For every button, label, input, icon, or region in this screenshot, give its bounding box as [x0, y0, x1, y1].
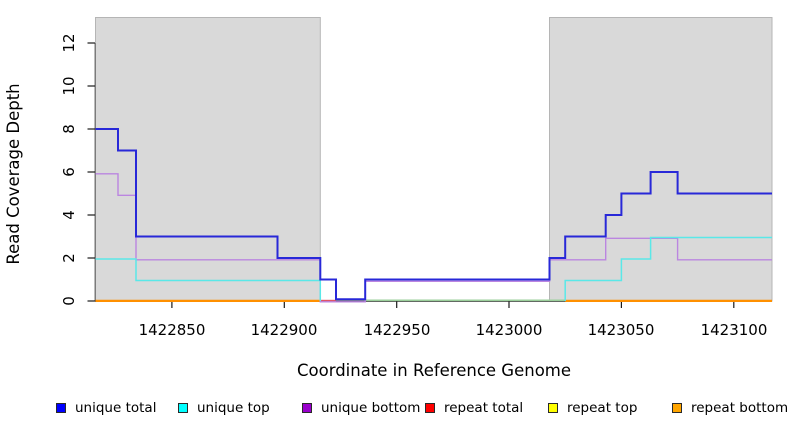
y-tick-label: 4	[60, 210, 78, 220]
legend-swatch-unique-total	[56, 403, 66, 413]
legend-label: repeat total	[444, 400, 524, 416]
x-axis-title: Coordinate in Reference Genome	[296, 361, 572, 380]
y-tick-label: 12	[60, 33, 78, 53]
x-tick-label: 1422950	[363, 321, 431, 339]
legend-label: repeat bottom	[691, 400, 789, 416]
y-tick-label: 0	[60, 296, 78, 306]
repeat-region-shading	[549, 17, 773, 302]
legend-swatch-unique-bottom	[302, 403, 312, 413]
legend-item-unique-bottom: unique bottom	[302, 400, 420, 416]
legend-label: repeat top	[567, 400, 638, 416]
legend-swatch-unique-top	[178, 403, 188, 413]
coverage-line-unique-total	[95, 128, 772, 301]
legend-item-unique-top: unique top	[178, 400, 270, 416]
y-tick-label: 6	[60, 167, 78, 177]
legend-item-unique-total: unique total	[56, 400, 156, 416]
legend-item-repeat-total: repeat total	[425, 400, 523, 416]
x-tick-label: 1423050	[587, 321, 655, 339]
coverage-plot-canvas	[87, 17, 773, 308]
legend-label: unique top	[197, 400, 270, 416]
x-tick-label: 1422900	[250, 321, 318, 339]
legend-swatch-repeat-top	[548, 403, 558, 413]
legend-label: unique total	[75, 400, 157, 416]
x-tick-label: 1422850	[138, 321, 206, 339]
y-tick-label: 8	[60, 124, 78, 134]
legend-item-repeat-bottom: repeat bottom	[672, 400, 788, 416]
y-axis-title: Read Coverage Depth	[4, 83, 23, 265]
legend-swatch-repeat-total	[425, 403, 435, 413]
x-tick-label: 1423100	[700, 321, 768, 339]
repeat-region-shading	[95, 17, 321, 302]
legend-item-repeat-top: repeat top	[548, 400, 637, 416]
y-tick-label: 2	[60, 253, 78, 263]
coverage-line-unique-top	[95, 236, 772, 301]
legend-swatch-repeat-bottom	[672, 403, 682, 413]
x-tick-label: 1423000	[475, 321, 543, 339]
y-tick-label: 10	[60, 76, 78, 96]
legend-label: unique bottom	[321, 400, 421, 416]
